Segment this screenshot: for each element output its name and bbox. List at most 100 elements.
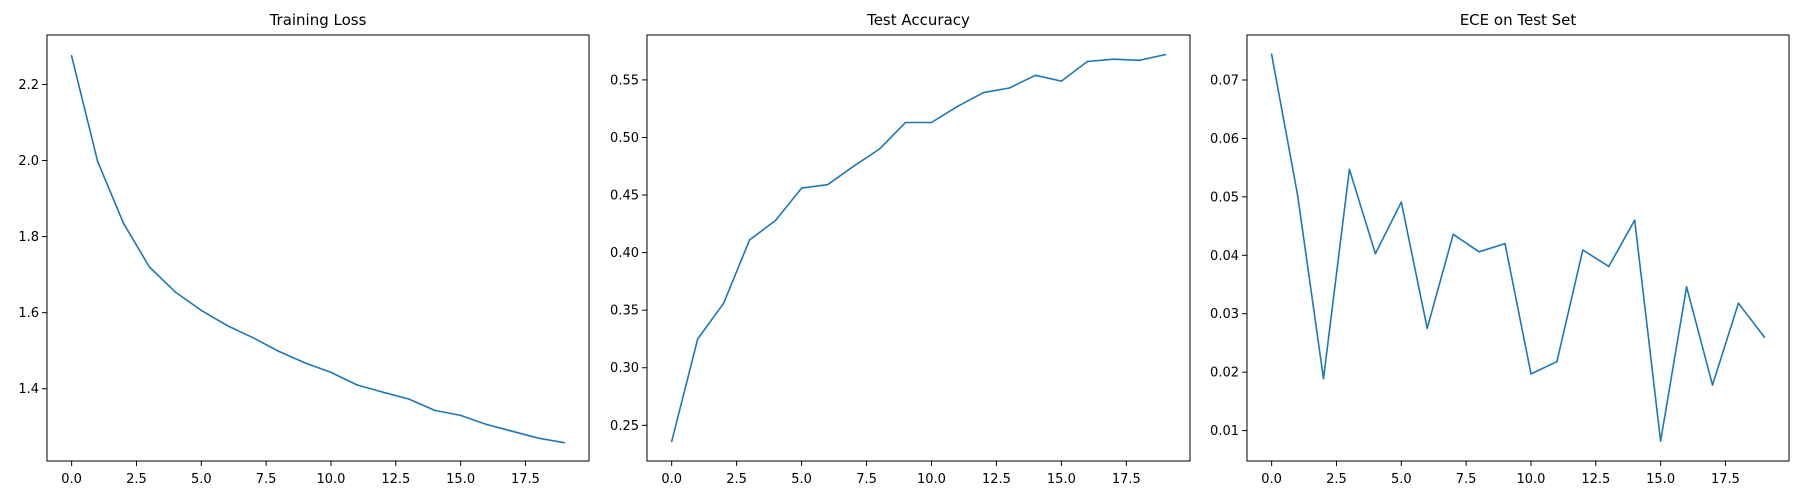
x-tick-label: 7.5 — [1456, 472, 1477, 487]
data-point — [1374, 252, 1377, 255]
y-tick-label: 1.6 — [18, 306, 39, 321]
data-point — [748, 239, 751, 241]
data-point — [1685, 286, 1688, 288]
data-point — [382, 391, 384, 393]
x-tick-label: 0.0 — [1261, 472, 1282, 487]
data-point — [1086, 60, 1089, 63]
x-tick-label: 5.0 — [1391, 472, 1412, 487]
data-point — [1400, 201, 1403, 203]
y-tick-label: 0.04 — [1210, 249, 1239, 264]
data-point — [511, 430, 514, 433]
x-tick-label: 5.0 — [791, 472, 812, 487]
y-tick-label: 1.4 — [18, 382, 39, 397]
y-tick-label: 0.02 — [1210, 366, 1239, 381]
x-tick-label: 10.0 — [1516, 472, 1545, 487]
data-point — [1164, 53, 1167, 56]
data-point — [1633, 219, 1636, 222]
x-tick-label: 17.5 — [511, 472, 540, 487]
data-point — [122, 222, 125, 225]
data-point — [774, 219, 777, 222]
x-tick-label: 0.0 — [61, 472, 82, 487]
y-tick-label: 0.40 — [610, 246, 639, 261]
chart-title: Test Accuracy — [866, 11, 970, 29]
data-point — [537, 437, 540, 439]
data-point — [1504, 242, 1506, 245]
data-point — [226, 324, 229, 327]
data-point — [956, 105, 959, 108]
series-line — [1270, 53, 1766, 442]
x-tick-label: 12.5 — [982, 472, 1011, 487]
series-line — [670, 53, 1167, 443]
y-tick-label: 0.45 — [610, 189, 639, 204]
data-point — [407, 398, 410, 400]
data-point — [1452, 233, 1454, 236]
data-point — [459, 414, 462, 417]
data-point — [330, 371, 332, 374]
data-point — [852, 165, 855, 168]
x-tick-label: 7.5 — [856, 472, 877, 487]
y-tick-label: 0.07 — [1210, 73, 1239, 88]
y-tick-label: 0.05 — [1210, 190, 1239, 205]
data-point — [826, 183, 829, 186]
chart-panel-2: Test Accuracy 0.0 2.5 5.0 7.5 10.0 12.5 15.0 17.… — [610, 11, 1191, 487]
data-point — [1060, 80, 1063, 82]
x-tick-label: 10.0 — [316, 472, 345, 487]
series-line — [70, 55, 566, 444]
data-point — [304, 362, 306, 364]
x-tick-label: 5.0 — [191, 472, 212, 487]
chart-title: ECE on Test Set — [1460, 11, 1577, 29]
data-point — [1322, 377, 1325, 380]
x-tick-label: 12.5 — [381, 472, 410, 487]
data-point — [930, 121, 933, 124]
x-tick-label: 7.5 — [256, 472, 277, 487]
x-tick-label: 17.5 — [1112, 472, 1141, 487]
data-point — [563, 441, 566, 444]
data-point — [1426, 327, 1429, 330]
chart-panel-3: ECE on Test Set 0.0 2.5 5.0 7.5 10.0 12.5 15.0 1… — [1210, 11, 1790, 487]
data-point — [1659, 440, 1662, 442]
x-tick-label: 10.0 — [917, 472, 946, 487]
y-tick-label: 0.03 — [1210, 307, 1239, 322]
x-tick-label: 17.5 — [1711, 472, 1740, 487]
plot-frame — [46, 34, 590, 462]
data-point — [722, 302, 725, 305]
data-point — [1607, 265, 1610, 268]
data-point — [174, 291, 177, 293]
y-tick-label: 1.8 — [18, 230, 39, 245]
data-point — [1296, 194, 1299, 196]
data-point — [1270, 53, 1273, 56]
data-point — [252, 336, 254, 339]
data-point — [696, 338, 699, 340]
data-point — [433, 409, 436, 412]
y-tick-label: 0.01 — [1210, 424, 1239, 439]
data-point — [800, 187, 803, 189]
data-point — [1556, 360, 1558, 363]
x-tick-label: 12.5 — [1581, 472, 1610, 487]
data-point — [1348, 168, 1351, 171]
y-tick-label: 0.55 — [610, 73, 639, 88]
data-point — [485, 423, 488, 426]
y-tick-label: 2.0 — [18, 154, 39, 169]
data-point — [70, 55, 73, 57]
x-tick-label: 2.5 — [726, 472, 747, 487]
x-tick-label: 15.0 — [1047, 472, 1076, 487]
x-tick-label: 15.0 — [1646, 472, 1675, 487]
data-point — [1530, 373, 1532, 375]
data-point — [670, 440, 673, 443]
data-point — [278, 350, 280, 353]
data-point — [1711, 384, 1714, 386]
chart-title: Training Loss — [269, 11, 367, 29]
data-point — [148, 266, 151, 268]
data-point — [982, 91, 985, 94]
y-tick-label: 0.35 — [610, 304, 639, 319]
data-point — [1112, 58, 1115, 60]
data-point — [1138, 59, 1141, 62]
y-tick-label: 0.30 — [610, 361, 639, 376]
x-tick-label: 15.0 — [446, 472, 475, 487]
plot-frame — [646, 34, 1191, 462]
data-point — [1478, 250, 1480, 253]
chart-panel-1: Training Loss 0.0 2.5 5.0 7.5 10.0 12.5 15.0 17.… — [18, 11, 590, 487]
x-tick-label: 2.5 — [1326, 472, 1347, 487]
x-tick-label: 0.0 — [661, 472, 682, 487]
